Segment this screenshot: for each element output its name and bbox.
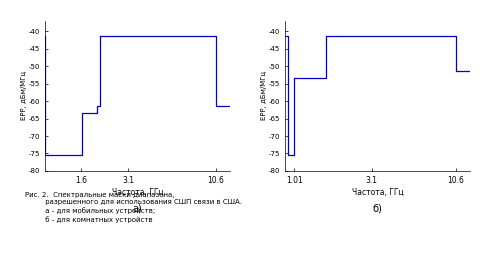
Y-axis label: ЕРР, дБм/МГц: ЕРР, дБм/МГц bbox=[261, 71, 267, 120]
X-axis label: Частота, ГГц: Частота, ГГц bbox=[112, 188, 164, 197]
Text: б): б) bbox=[372, 204, 382, 214]
X-axis label: Частота, ГГц: Частота, ГГц bbox=[352, 188, 404, 197]
Text: Рис. 2.  Спектральные маски диапазона,
         разрешенного для использования С: Рис. 2. Спектральные маски диапазона, ра… bbox=[25, 192, 242, 223]
Text: а): а) bbox=[132, 204, 142, 214]
Y-axis label: ЕРР, дБм/МГц: ЕРР, дБм/МГц bbox=[21, 71, 27, 120]
